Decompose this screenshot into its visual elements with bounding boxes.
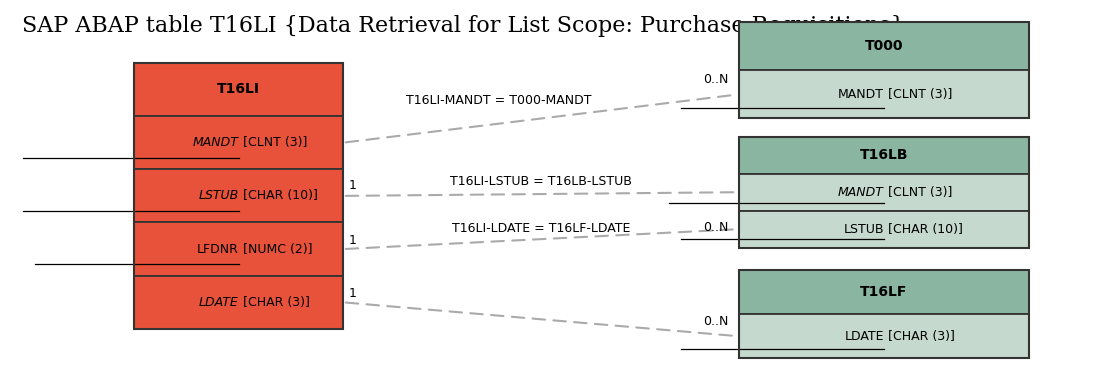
Text: SAP ABAP table T16LI {Data Retrieval for List Scope: Purchase Requisitions}: SAP ABAP table T16LI {Data Retrieval for… xyxy=(22,15,904,37)
Text: T000: T000 xyxy=(865,39,903,53)
Text: T16LI-LDATE = T16LF-LDATE: T16LI-LDATE = T16LF-LDATE xyxy=(453,222,631,235)
Bar xyxy=(134,116,343,169)
Bar xyxy=(739,137,1029,174)
Text: 1: 1 xyxy=(349,234,356,247)
Text: 0..N: 0..N xyxy=(703,73,729,86)
Text: [NUMC (2)]: [NUMC (2)] xyxy=(238,242,312,256)
Text: MANDT: MANDT xyxy=(192,136,238,149)
Bar xyxy=(134,276,343,329)
Bar xyxy=(739,270,1029,359)
Text: T16LI: T16LI xyxy=(218,83,260,97)
Bar xyxy=(739,22,1029,118)
Text: 1: 1 xyxy=(349,179,356,192)
Text: MANDT: MANDT xyxy=(838,88,884,101)
Text: LSTUB: LSTUB xyxy=(198,189,238,202)
Text: 0..N: 0..N xyxy=(703,315,729,328)
Bar xyxy=(739,22,1029,70)
Bar xyxy=(134,63,343,116)
Bar xyxy=(739,137,1029,248)
Text: [CHAR (3)]: [CHAR (3)] xyxy=(884,330,955,343)
Bar xyxy=(134,222,343,276)
Text: LDATE: LDATE xyxy=(199,296,238,309)
Bar xyxy=(739,270,1029,314)
Text: 0..N: 0..N xyxy=(703,221,729,234)
Text: [CHAR (3)]: [CHAR (3)] xyxy=(238,296,309,309)
Text: MANDT: MANDT xyxy=(838,186,884,199)
Text: T16LI-MANDT = T000-MANDT: T16LI-MANDT = T000-MANDT xyxy=(406,94,591,107)
Text: 1: 1 xyxy=(349,287,356,300)
Bar xyxy=(739,70,1029,118)
Bar xyxy=(739,174,1029,211)
Text: T16LB: T16LB xyxy=(860,148,908,162)
Text: [CLNT (3)]: [CLNT (3)] xyxy=(238,136,307,149)
Bar xyxy=(739,211,1029,248)
Text: T16LF: T16LF xyxy=(860,285,907,299)
Text: [CLNT (3)]: [CLNT (3)] xyxy=(884,186,952,199)
Text: LSTUB: LSTUB xyxy=(844,223,884,236)
Text: [CHAR (10)]: [CHAR (10)] xyxy=(884,223,963,236)
Text: [CLNT (3)]: [CLNT (3)] xyxy=(884,88,952,101)
Text: [CHAR (10)]: [CHAR (10)] xyxy=(238,189,317,202)
Bar xyxy=(739,314,1029,359)
Text: T16LI-LSTUB = T16LB-LSTUB: T16LI-LSTUB = T16LB-LSTUB xyxy=(450,176,632,188)
Text: LFDNR: LFDNR xyxy=(197,242,238,256)
Text: LDATE: LDATE xyxy=(845,330,884,343)
Bar xyxy=(134,169,343,222)
Bar xyxy=(134,63,343,329)
